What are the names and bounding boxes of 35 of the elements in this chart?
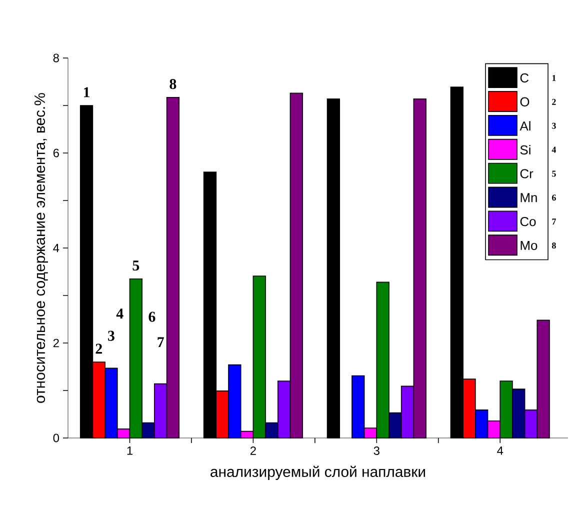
- y-axis-title: относительное содержание элемента, вес.%: [34, 93, 48, 403]
- legend-label: C: [520, 73, 529, 83]
- annotation: 8: [170, 79, 176, 90]
- annotation: 8: [552, 242, 556, 249]
- legend-label: Mo: [520, 241, 538, 250]
- x-axis-title: анализируемый слой наплавки: [210, 466, 426, 480]
- annotation: 7: [158, 337, 164, 348]
- x-tick-label: 3: [374, 446, 380, 455]
- annotation: 5: [132, 260, 140, 271]
- annotation: 4: [552, 146, 556, 153]
- annotation: 1: [84, 87, 90, 98]
- y-tick-label: 8: [53, 54, 59, 62]
- legend-label: Si: [520, 144, 530, 155]
- legend-label: Co: [520, 216, 536, 226]
- y-tick-label: 4: [53, 244, 60, 252]
- annotation: 1: [552, 74, 556, 81]
- y-tick-label: 2: [53, 338, 59, 348]
- x-tick-label: 1: [127, 446, 132, 455]
- annotation: 4: [116, 308, 124, 319]
- annotation: 7: [552, 218, 556, 225]
- x-tick-label: 4: [497, 446, 504, 455]
- annotation: 2: [552, 98, 556, 105]
- annotation: 5: [552, 170, 556, 177]
- legend-label: O: [520, 97, 530, 106]
- x-tick-label: 2: [250, 446, 256, 455]
- legend-label: Al: [520, 121, 530, 131]
- legend-label: Mn: [520, 193, 537, 202]
- annotation: 3: [108, 330, 114, 341]
- y-tick-label: 0: [53, 434, 60, 442]
- annotation: 6: [148, 312, 156, 322]
- annotation: 2: [96, 344, 102, 354]
- y-tick-label: 6: [53, 148, 59, 158]
- annotation: 3: [552, 122, 556, 129]
- annotation: 6: [552, 194, 556, 201]
- legend-label: Cr: [520, 169, 534, 178]
